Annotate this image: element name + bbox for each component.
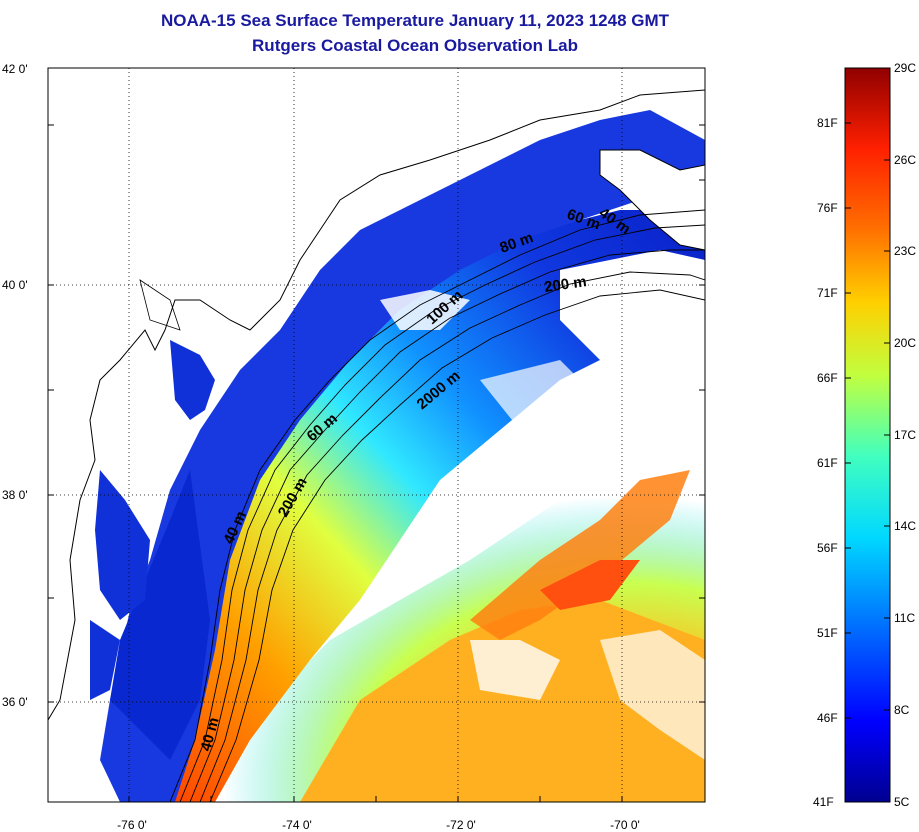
lon-label: -70 0' (610, 818, 640, 832)
lat-label: 38 0' (2, 488, 28, 502)
lon-label: -72 0' (446, 818, 476, 832)
colorbar-celsius-label: 23C (894, 244, 917, 258)
lat-label: 40 0' (2, 278, 28, 292)
colorbar-fahrenheit-label: 66F (817, 371, 838, 385)
colorbar-fahrenheit-label: 81F (817, 116, 838, 130)
colorbar-fahrenheit-label: 71F (817, 286, 838, 300)
colorbar-celsius-label: 11C (894, 611, 916, 625)
colorbar-fahrenheit-label: 46F (817, 711, 838, 725)
colorbar-fahrenheit-label: 41F (813, 795, 834, 809)
lat-label: 42 0' (2, 62, 28, 76)
lat-label: 36 0' (2, 695, 28, 709)
colorbar-fahrenheit-label: 56F (817, 541, 838, 555)
colorbar-celsius-label: 26C (894, 153, 917, 167)
colorbar-celsius-label: 8C (894, 703, 910, 717)
colorbar-fahrenheit-label: 61F (817, 456, 838, 470)
colorbar-celsius-label: 29C (894, 61, 917, 75)
colorbar-celsius-label: 17C (894, 428, 917, 442)
map-title: NOAA-15 Sea Surface Temperature January … (160, 11, 670, 30)
colorbar (844, 67, 891, 803)
colorbar-celsius-label: 20C (894, 336, 917, 350)
lon-label: -74 0' (282, 818, 312, 832)
colorbar-celsius-label: 5C (894, 795, 910, 809)
colorbar-fahrenheit-label: 51F (817, 626, 838, 640)
colorbar-fahrenheit-label: 76F (817, 201, 838, 215)
map-subtitle: Rutgers Coastal Ocean Observation Lab (252, 36, 578, 55)
isobath-label: 200 m (543, 273, 587, 296)
lon-label: -76 0' (117, 818, 147, 832)
colorbar-celsius-label: 14C (894, 519, 917, 533)
